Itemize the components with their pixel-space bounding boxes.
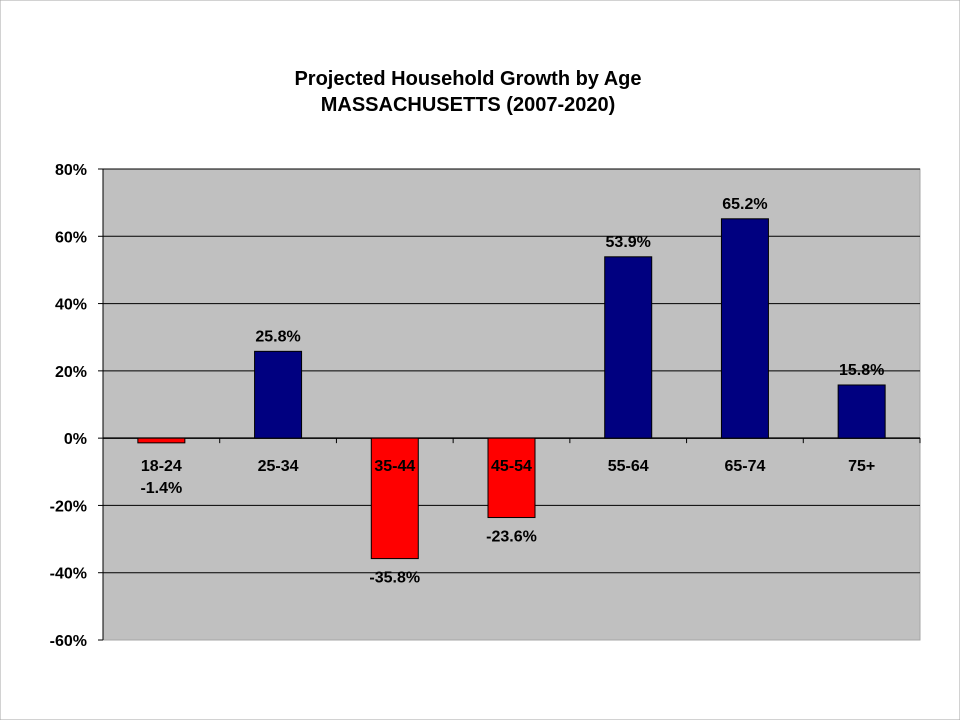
bar-55-64 [605, 257, 652, 438]
bar-35-44 [371, 438, 418, 558]
category-label: 25-34 [258, 458, 299, 475]
bar-45-54 [488, 438, 535, 517]
bar-75+ [838, 385, 885, 438]
y-tick-label: -20% [50, 498, 87, 515]
bar-65-74 [721, 219, 768, 438]
chart-title: Projected Household Growth by Age [294, 68, 641, 90]
chart: Projected Household Growth by Age MASSAC… [0, 0, 960, 720]
bar-18-24 [138, 438, 185, 443]
plot-area [103, 169, 920, 640]
data-label: 15.8% [839, 362, 884, 379]
bar-25-34 [255, 351, 302, 438]
data-label: 65.2% [722, 196, 767, 213]
data-label: 53.9% [606, 234, 651, 251]
data-label: -23.6% [486, 529, 537, 546]
y-tick-label: -40% [50, 566, 87, 583]
category-label: 75+ [848, 458, 875, 475]
y-tick-label: 80% [55, 162, 87, 179]
chart-subtitle: MASSACHUSETTS (2007-2020) [321, 94, 616, 116]
slide: Projected Household Growth by Age MASSAC… [0, 0, 960, 720]
y-tick-label: -60% [50, 633, 87, 650]
category-label: 35-44 [374, 458, 415, 475]
y-tick-label: 60% [55, 229, 87, 246]
category-label: 65-74 [724, 458, 765, 475]
data-label: -35.8% [369, 570, 420, 587]
category-label: 55-64 [608, 458, 649, 475]
y-tick-label: 20% [55, 364, 87, 381]
category-label: 18-24 [141, 458, 182, 475]
category-label: 45-54 [491, 458, 532, 475]
data-label: 25.8% [255, 328, 300, 345]
y-tick-label: 0% [64, 431, 87, 448]
data-label: -1.4% [140, 480, 182, 497]
y-tick-label: 40% [55, 297, 87, 314]
